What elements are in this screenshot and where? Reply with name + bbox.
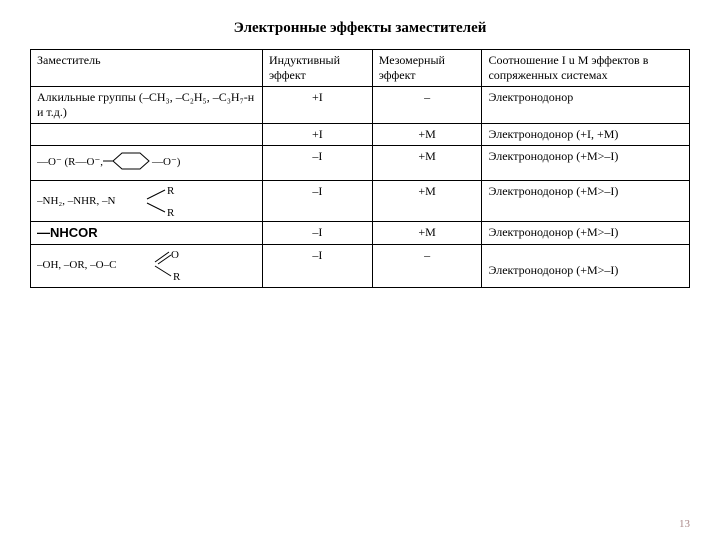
cell-relation: Электронодонор (+M>–I) — [482, 245, 690, 288]
cell-substituent: —NHCOR — [31, 222, 263, 245]
svg-text:R: R — [173, 271, 181, 283]
svg-text:–NH₂, –NHR, –N: –NH₂, –NHR, –N — [37, 195, 115, 207]
cell-inductive: –I — [262, 245, 372, 288]
cell-inductive: –I — [262, 146, 372, 181]
cell-substituent: —O⁻ (R—O⁻, —O⁻) — [31, 146, 263, 181]
cell-inductive: +I — [262, 124, 372, 146]
cell-substituent: –OH, –OR, –O–C O R — [31, 245, 263, 288]
table-header-row: Заместитель Индуктивный эффект Мезомерны… — [31, 50, 690, 87]
table-row: Алкильные группы (–CH₃, –C₂H₅, –C₃H₇-н и… — [31, 87, 690, 124]
cell-relation: Электронодонор (+I, +M) — [482, 124, 690, 146]
cell-inductive: +I — [262, 87, 372, 124]
cell-mesomeric: +M — [372, 124, 482, 146]
header-inductive: Индуктивный эффект — [262, 50, 372, 87]
cell-substituent: Алкильные группы (–CH₃, –C₂H₅, –C₃H₇-н и… — [31, 87, 263, 124]
cell-substituent: –NH₂, –NHR, –N R R — [31, 181, 263, 222]
cell-mesomeric: +M — [372, 146, 482, 181]
chem-structure-icon: —NHCOR — [37, 225, 98, 240]
chem-structure-icon: –OH, –OR, –O–C O R — [37, 248, 247, 284]
cell-relation: Электронодонор (+M>–I) — [482, 181, 690, 222]
chem-structure-icon: —O⁻ (R—O⁻, —O⁻) — [37, 149, 227, 177]
svg-text:–OH, –OR, –O–C: –OH, –OR, –O–C — [37, 259, 116, 271]
header-relation: Соотношение I u M эффектов в сопряженных… — [482, 50, 690, 87]
cell-substituent — [31, 124, 263, 146]
cell-mesomeric: – — [372, 87, 482, 124]
table-row: –NH₂, –NHR, –N R R –I +M Электронодонор … — [31, 181, 690, 222]
table-row: —NHCOR –I +M Электронодонор (+M>–I) — [31, 222, 690, 245]
cell-relation: Электронодонор — [482, 87, 690, 124]
page-number: 13 — [679, 518, 690, 530]
svg-text:R: R — [167, 185, 175, 197]
cell-mesomeric: – — [372, 245, 482, 288]
svg-text:—O⁻): —O⁻) — [151, 156, 181, 168]
cell-mesomeric: +M — [372, 181, 482, 222]
cell-relation: Электронодонор (+M>–I) — [482, 222, 690, 245]
cell-relation: Электронодонор (+M>–I) — [482, 146, 690, 181]
cell-inductive: –I — [262, 181, 372, 222]
cell-inductive: –I — [262, 222, 372, 245]
chem-structure-icon: –NH₂, –NHR, –N R R — [37, 184, 237, 218]
table-row: —O⁻ (R—O⁻, —O⁻) –I +M Электронодонор (+M… — [31, 146, 690, 181]
page-title: Электронные эффекты заместителей — [30, 20, 690, 37]
header-substituent: Заместитель — [31, 50, 263, 87]
svg-text:—O⁻ (R—O⁻,: —O⁻ (R—O⁻, — [37, 156, 103, 168]
table-row: –OH, –OR, –O–C O R –I – Электронодонор (… — [31, 245, 690, 288]
table-row: +I +M Электронодонор (+I, +M) — [31, 124, 690, 146]
header-mesomeric: Мезомерный эффект — [372, 50, 482, 87]
svg-text:R: R — [167, 207, 175, 218]
svg-text:O: O — [171, 249, 179, 261]
cell-mesomeric: +M — [372, 222, 482, 245]
effects-table: Заместитель Индуктивный эффект Мезомерны… — [30, 49, 690, 288]
